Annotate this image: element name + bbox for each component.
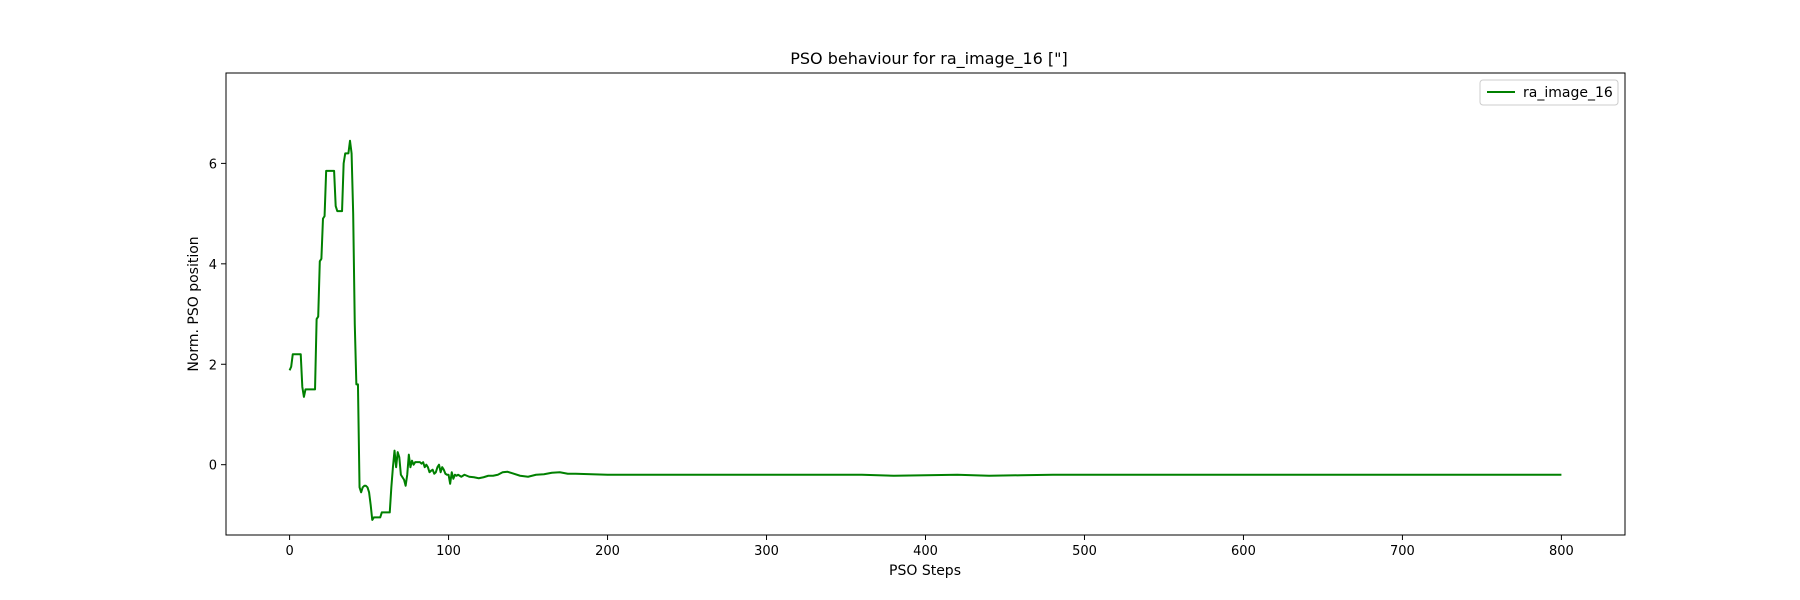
y-tick-label: 6: [209, 157, 217, 172]
series-layer: [288, 139, 1562, 521]
legend: ra_image_16: [1479, 79, 1619, 106]
x-tick-label: 0: [285, 544, 293, 559]
x-tick-label: 300: [754, 544, 779, 559]
x-axis: 0 100 200 300 400 500 600 700 800: [285, 535, 1574, 559]
y-axis-label: Norm. PSO position: [186, 236, 202, 371]
y-tick-label: 2: [209, 358, 217, 373]
x-tick-label: 700: [1390, 544, 1415, 559]
x-tick-label: 100: [436, 544, 461, 559]
y-tick-label: 0: [209, 459, 217, 474]
x-tick-label: 800: [1549, 544, 1574, 559]
legend-label: ra_image_16: [1523, 85, 1613, 101]
x-tick-label: 200: [595, 544, 620, 559]
y-axis: 0 2 4 6: [209, 157, 226, 474]
x-axis-label: PSO Steps: [889, 563, 961, 579]
series-line-ra_image_16: [288, 139, 1562, 521]
chart-title: PSO behaviour for ra_image_16 ["]: [790, 49, 1068, 69]
legend-box: [1479, 79, 1619, 106]
x-tick-label: 600: [1231, 544, 1256, 559]
x-tick-label: 500: [1072, 544, 1097, 559]
x-tick-label: 400: [913, 544, 938, 559]
plot-frame: [225, 72, 1626, 536]
y-tick-label: 4: [209, 258, 217, 273]
